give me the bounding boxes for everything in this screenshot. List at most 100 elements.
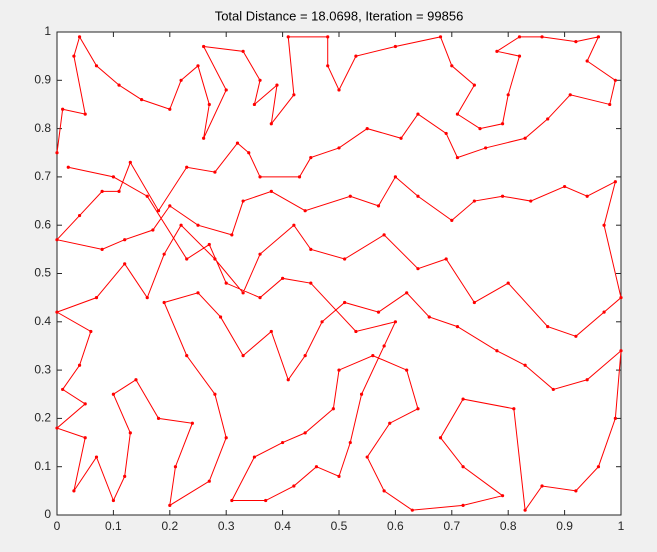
city-point <box>405 368 409 372</box>
city-point <box>546 325 550 329</box>
city-point <box>185 165 189 169</box>
y-tick-label: 0 <box>44 507 51 521</box>
city-point <box>213 392 217 396</box>
city-point <box>83 402 87 406</box>
city-point <box>438 436 443 440</box>
city-point <box>111 175 115 179</box>
city-point <box>123 262 127 266</box>
city-point <box>343 300 347 305</box>
city-point <box>326 35 330 39</box>
city-point <box>399 136 403 140</box>
city-point <box>269 189 273 193</box>
city-point <box>94 455 99 459</box>
city-point <box>450 64 454 68</box>
city-point <box>602 310 606 314</box>
city-point <box>83 436 87 440</box>
city-point <box>500 194 505 198</box>
city-point <box>247 151 251 155</box>
city-point <box>111 498 115 503</box>
city-point <box>196 291 200 295</box>
city-point <box>506 93 510 97</box>
city-point <box>303 431 307 435</box>
city-point <box>213 170 217 174</box>
city-point <box>461 397 465 401</box>
city-point <box>61 107 65 111</box>
city-point <box>416 267 420 271</box>
city-point <box>523 508 527 512</box>
city-point <box>156 209 161 213</box>
city-point <box>343 257 347 261</box>
city-point <box>55 426 59 430</box>
city-point <box>309 155 313 160</box>
city-point <box>281 276 285 280</box>
city-point <box>320 320 324 324</box>
city-point <box>337 88 341 92</box>
city-point <box>450 218 454 222</box>
y-tick-label: 0.7 <box>34 169 51 183</box>
city-point <box>540 35 544 39</box>
city-point <box>500 122 505 126</box>
city-point <box>506 281 510 285</box>
city-point <box>224 281 228 285</box>
city-point <box>512 407 516 411</box>
city-point <box>162 300 166 305</box>
x-tick-label: 0.3 <box>218 519 235 533</box>
city-point <box>241 49 245 53</box>
city-point <box>405 291 409 295</box>
city-point <box>393 320 397 324</box>
x-tick-label: 0 <box>54 519 61 533</box>
city-point <box>455 325 460 329</box>
city-point <box>77 35 82 39</box>
city-point <box>388 421 392 425</box>
city-point <box>478 127 482 131</box>
city-point <box>365 127 369 131</box>
city-point <box>461 465 465 469</box>
city-point <box>529 199 533 203</box>
city-point <box>269 122 273 126</box>
city-point <box>331 407 335 411</box>
city-point <box>202 44 206 49</box>
city-point <box>258 252 262 256</box>
x-tick-label: 1 <box>618 519 625 533</box>
city-point <box>213 257 217 261</box>
city-point <box>495 349 499 353</box>
y-tick-label: 0.8 <box>34 121 51 135</box>
city-point <box>416 407 420 411</box>
city-point <box>444 257 448 261</box>
city-point <box>258 175 262 179</box>
city-point <box>546 117 550 121</box>
city-point <box>207 102 211 107</box>
city-point <box>585 378 589 382</box>
city-point <box>382 233 386 237</box>
city-point <box>202 136 206 140</box>
city-point <box>608 102 612 107</box>
city-point <box>303 209 307 213</box>
city-point <box>128 160 132 165</box>
x-tick-label: 0.6 <box>387 519 404 533</box>
city-point <box>348 440 352 445</box>
city-point <box>309 281 313 285</box>
city-point <box>151 228 155 232</box>
city-point <box>309 247 313 251</box>
city-point <box>55 151 59 155</box>
city-point <box>292 93 296 97</box>
city-point <box>145 296 149 300</box>
city-point <box>196 64 200 68</box>
city-point <box>61 387 65 392</box>
city-point <box>162 252 166 256</box>
city-point <box>145 194 149 198</box>
city-point <box>230 498 234 503</box>
city-point <box>72 489 76 493</box>
x-tick-label: 0.8 <box>500 519 517 533</box>
city-point <box>472 83 476 87</box>
city-point <box>123 238 127 242</box>
city-point <box>585 59 589 63</box>
city-point <box>77 213 82 218</box>
city-point <box>269 329 273 334</box>
city-point <box>416 112 420 116</box>
city-point <box>427 315 431 319</box>
city-point <box>72 54 76 58</box>
city-point <box>264 498 268 503</box>
